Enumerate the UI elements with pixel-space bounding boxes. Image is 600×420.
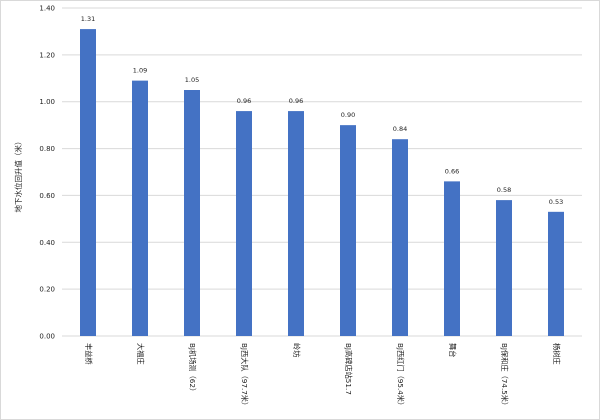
data-label: 1.09 [133, 67, 147, 75]
x-tick-label: BJ高碑店站51.7 [344, 343, 353, 395]
bar [184, 90, 200, 336]
bar [288, 111, 304, 336]
bar [236, 111, 252, 336]
y-tick-label: 0.40 [39, 239, 55, 247]
data-label: 0.84 [393, 125, 407, 133]
bar [132, 80, 148, 336]
data-label: 0.66 [445, 167, 459, 175]
data-label: 0.58 [497, 186, 511, 194]
y-tick-label: 1.00 [39, 98, 55, 106]
data-labels: 1.31 1.09 1.05 0.96 0.96 0.90 0.84 0.66 0.58 0.53 [81, 15, 563, 206]
y-tick-label: 1.40 [39, 5, 55, 13]
x-tick-label: BJ机场测（62） [188, 343, 197, 395]
y-axis-title: 地下水位回升值（米） [13, 138, 23, 213]
data-label: 1.05 [185, 76, 199, 84]
bar [444, 181, 460, 336]
x-tick-label: BJ西大队（97.7米） [240, 343, 249, 409]
x-tick-label: BJ保和庄（74.5米） [500, 343, 509, 409]
y-tick-label: 0.00 [39, 333, 55, 341]
data-label: 0.96 [289, 97, 303, 105]
y-tick-label: 0.80 [39, 145, 55, 153]
bar [80, 29, 96, 336]
y-axis-ticks: 0.00 0.20 0.40 0.60 0.80 1.00 1.20 1.40 [39, 5, 55, 341]
bar [340, 125, 356, 337]
x-tick-label: 丰益桥 [84, 343, 93, 365]
bar [496, 200, 512, 336]
data-label: 0.90 [341, 111, 355, 119]
data-label: 0.96 [237, 97, 251, 105]
x-tick-label: 杨树庄 [552, 343, 561, 365]
bar-series [80, 29, 564, 337]
x-tick-label: 岭坊 [292, 343, 301, 357]
x-axis-ticks: 丰益桥 大福庄 BJ机场测（62） BJ西大队（97.7米） 岭坊 BJ高碑店站51.7 B… [84, 343, 561, 409]
data-label: 1.31 [81, 15, 95, 23]
bar [392, 139, 408, 336]
y-tick-label: 0.20 [39, 286, 55, 294]
grid-lines [62, 7, 582, 337]
x-tick-label: BJ西红门（95.4米） [396, 343, 405, 409]
data-label: 0.53 [549, 198, 563, 206]
x-tick-label: 大福庄 [136, 343, 145, 365]
y-tick-label: 0.60 [39, 192, 55, 200]
x-tick-label: 舞台 [448, 343, 457, 357]
y-tick-label: 1.20 [39, 51, 55, 59]
bar [548, 211, 564, 336]
